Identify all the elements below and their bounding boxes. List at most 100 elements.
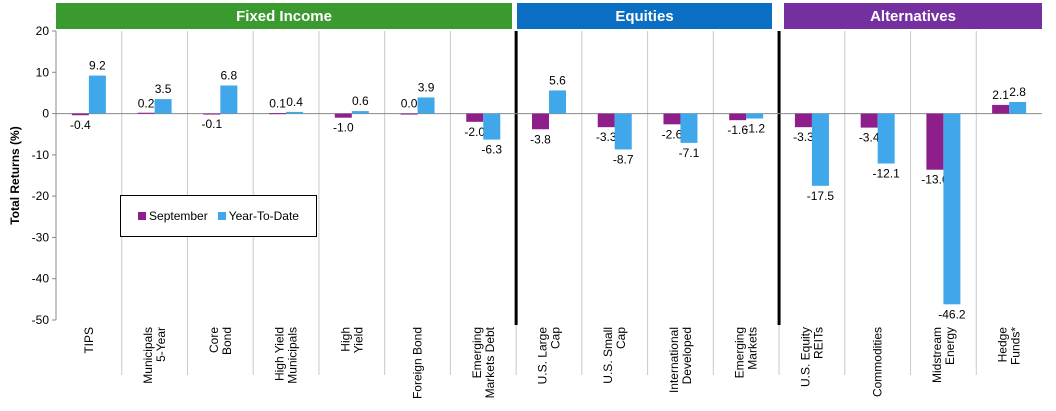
data-label-ytd: 3.9 (418, 80, 435, 94)
category-label: Municipals (286, 327, 300, 384)
data-label-september: 0.2 (138, 97, 155, 111)
data-label-ytd: 2.8 (1009, 85, 1026, 99)
data-label-ytd: -46.2 (938, 307, 966, 321)
data-label-ytd: 9.2 (89, 59, 106, 73)
y-tick-label: 0 (42, 107, 49, 121)
category-label: Foreign Bond (411, 327, 425, 399)
y-tick-label: 10 (36, 65, 50, 79)
data-label-september: -13.6 (921, 173, 949, 187)
data-label-september: -0.4 (70, 118, 91, 132)
data-label-september: 0.1 (269, 97, 286, 111)
bar-ytd (811, 113, 829, 186)
category-label: Developed (680, 327, 694, 384)
y-tick-label: -20 (32, 189, 50, 203)
bar-ytd (351, 111, 369, 114)
data-label-september: -0.1 (201, 117, 222, 131)
data-label-september: -3.8 (530, 132, 551, 146)
category-label: Emerging (733, 327, 747, 378)
bar-september (992, 104, 1010, 114)
bar-ytd (1009, 102, 1027, 114)
y-tick-label: -30 (32, 230, 50, 244)
category-label: TIPS (82, 327, 96, 354)
legend-label-ytd: Year-To-Date (228, 209, 299, 223)
category-label: U.S. Small (601, 327, 615, 384)
category-label: Energy (943, 327, 957, 365)
bar-september (663, 113, 681, 125)
chart-legend: September Year-To-Date (120, 195, 317, 237)
legend-swatch-ytd (217, 212, 226, 220)
bar-september (400, 113, 418, 115)
bar-ytd (483, 113, 501, 140)
y-tick-label: -10 (32, 148, 50, 162)
category-label: Commodities (871, 327, 885, 397)
data-label-ytd: -12.1 (872, 167, 900, 181)
bar-september (532, 113, 549, 130)
category-label: U.S. Large (536, 327, 550, 385)
bar-september (466, 113, 484, 122)
group-banner-fixed-income: Fixed Income (56, 3, 512, 29)
bar-september (926, 113, 944, 170)
group-banner-alternatives: Alternatives (784, 3, 1042, 29)
data-label-ytd: -8.7 (613, 152, 634, 166)
bar-ytd (286, 111, 304, 114)
data-label-september: -2.0 (464, 125, 485, 139)
category-label: Yield (351, 327, 365, 353)
y-tick-label: 20 (36, 24, 50, 38)
data-label-ytd: 5.6 (549, 73, 566, 87)
category-label: 5-Year (154, 327, 168, 362)
bar-ytd (943, 113, 961, 305)
category-label: Emerging (470, 327, 484, 378)
data-label-ytd: -7.1 (679, 146, 700, 160)
category-label: High (338, 327, 352, 352)
data-label-september: 2.1 (992, 88, 1009, 102)
legend-label-september: September (149, 209, 208, 223)
category-label: U.S. Equity (798, 327, 812, 387)
category-label: Hedge (996, 327, 1010, 363)
bar-ytd (417, 97, 435, 114)
bar-ytd (549, 90, 566, 114)
bar-ytd (877, 113, 895, 164)
category-label: Cap (549, 327, 563, 349)
data-label-september: -1.6 (727, 123, 748, 137)
category-label: Municipals (141, 327, 155, 384)
bar-september (334, 113, 352, 118)
legend-item-ytd: Year-To-Date (217, 209, 299, 223)
data-label-ytd: 3.5 (155, 82, 172, 96)
bar-september (729, 113, 747, 121)
category-label: REITs (811, 327, 825, 359)
data-label-september: 0.0 (401, 97, 418, 111)
group-banner-equities: Equities (517, 3, 772, 29)
bar-september (269, 113, 287, 115)
category-label: High Yield (273, 327, 287, 381)
data-label-ytd: 0.6 (352, 94, 369, 108)
bar-september (203, 113, 221, 115)
bar-september (860, 113, 878, 128)
bar-ytd (88, 75, 106, 114)
legend-swatch-september (138, 212, 147, 220)
data-label-ytd: 0.4 (286, 95, 303, 109)
category-label: Markets Debt (483, 326, 497, 398)
category-label: Cap (614, 327, 628, 349)
bar-september (137, 112, 155, 114)
bar-september (71, 113, 89, 116)
category-label: Midstream (930, 327, 944, 383)
y-tick-label: -40 (32, 272, 50, 286)
data-label-september: -3.4 (859, 131, 880, 145)
data-label-ytd: -6.3 (481, 143, 502, 157)
bar-ytd (220, 85, 238, 114)
category-label: International (667, 327, 681, 393)
data-label-ytd: 6.8 (220, 68, 237, 82)
data-label-ytd: -1.2 (744, 122, 765, 136)
data-label-september: -3.3 (793, 130, 814, 144)
category-label: Funds* (1009, 327, 1023, 365)
bar-ytd (154, 99, 172, 114)
category-label: Bond (220, 327, 234, 355)
data-label-september: -2.6 (662, 127, 683, 141)
y-axis-title: Total Returns (%) (8, 126, 22, 224)
data-label-september: -1.0 (333, 121, 354, 135)
bar-ytd (746, 113, 764, 119)
bar-september (597, 113, 615, 128)
y-tick-label: -50 (32, 313, 50, 327)
category-label: Markets (746, 327, 760, 370)
